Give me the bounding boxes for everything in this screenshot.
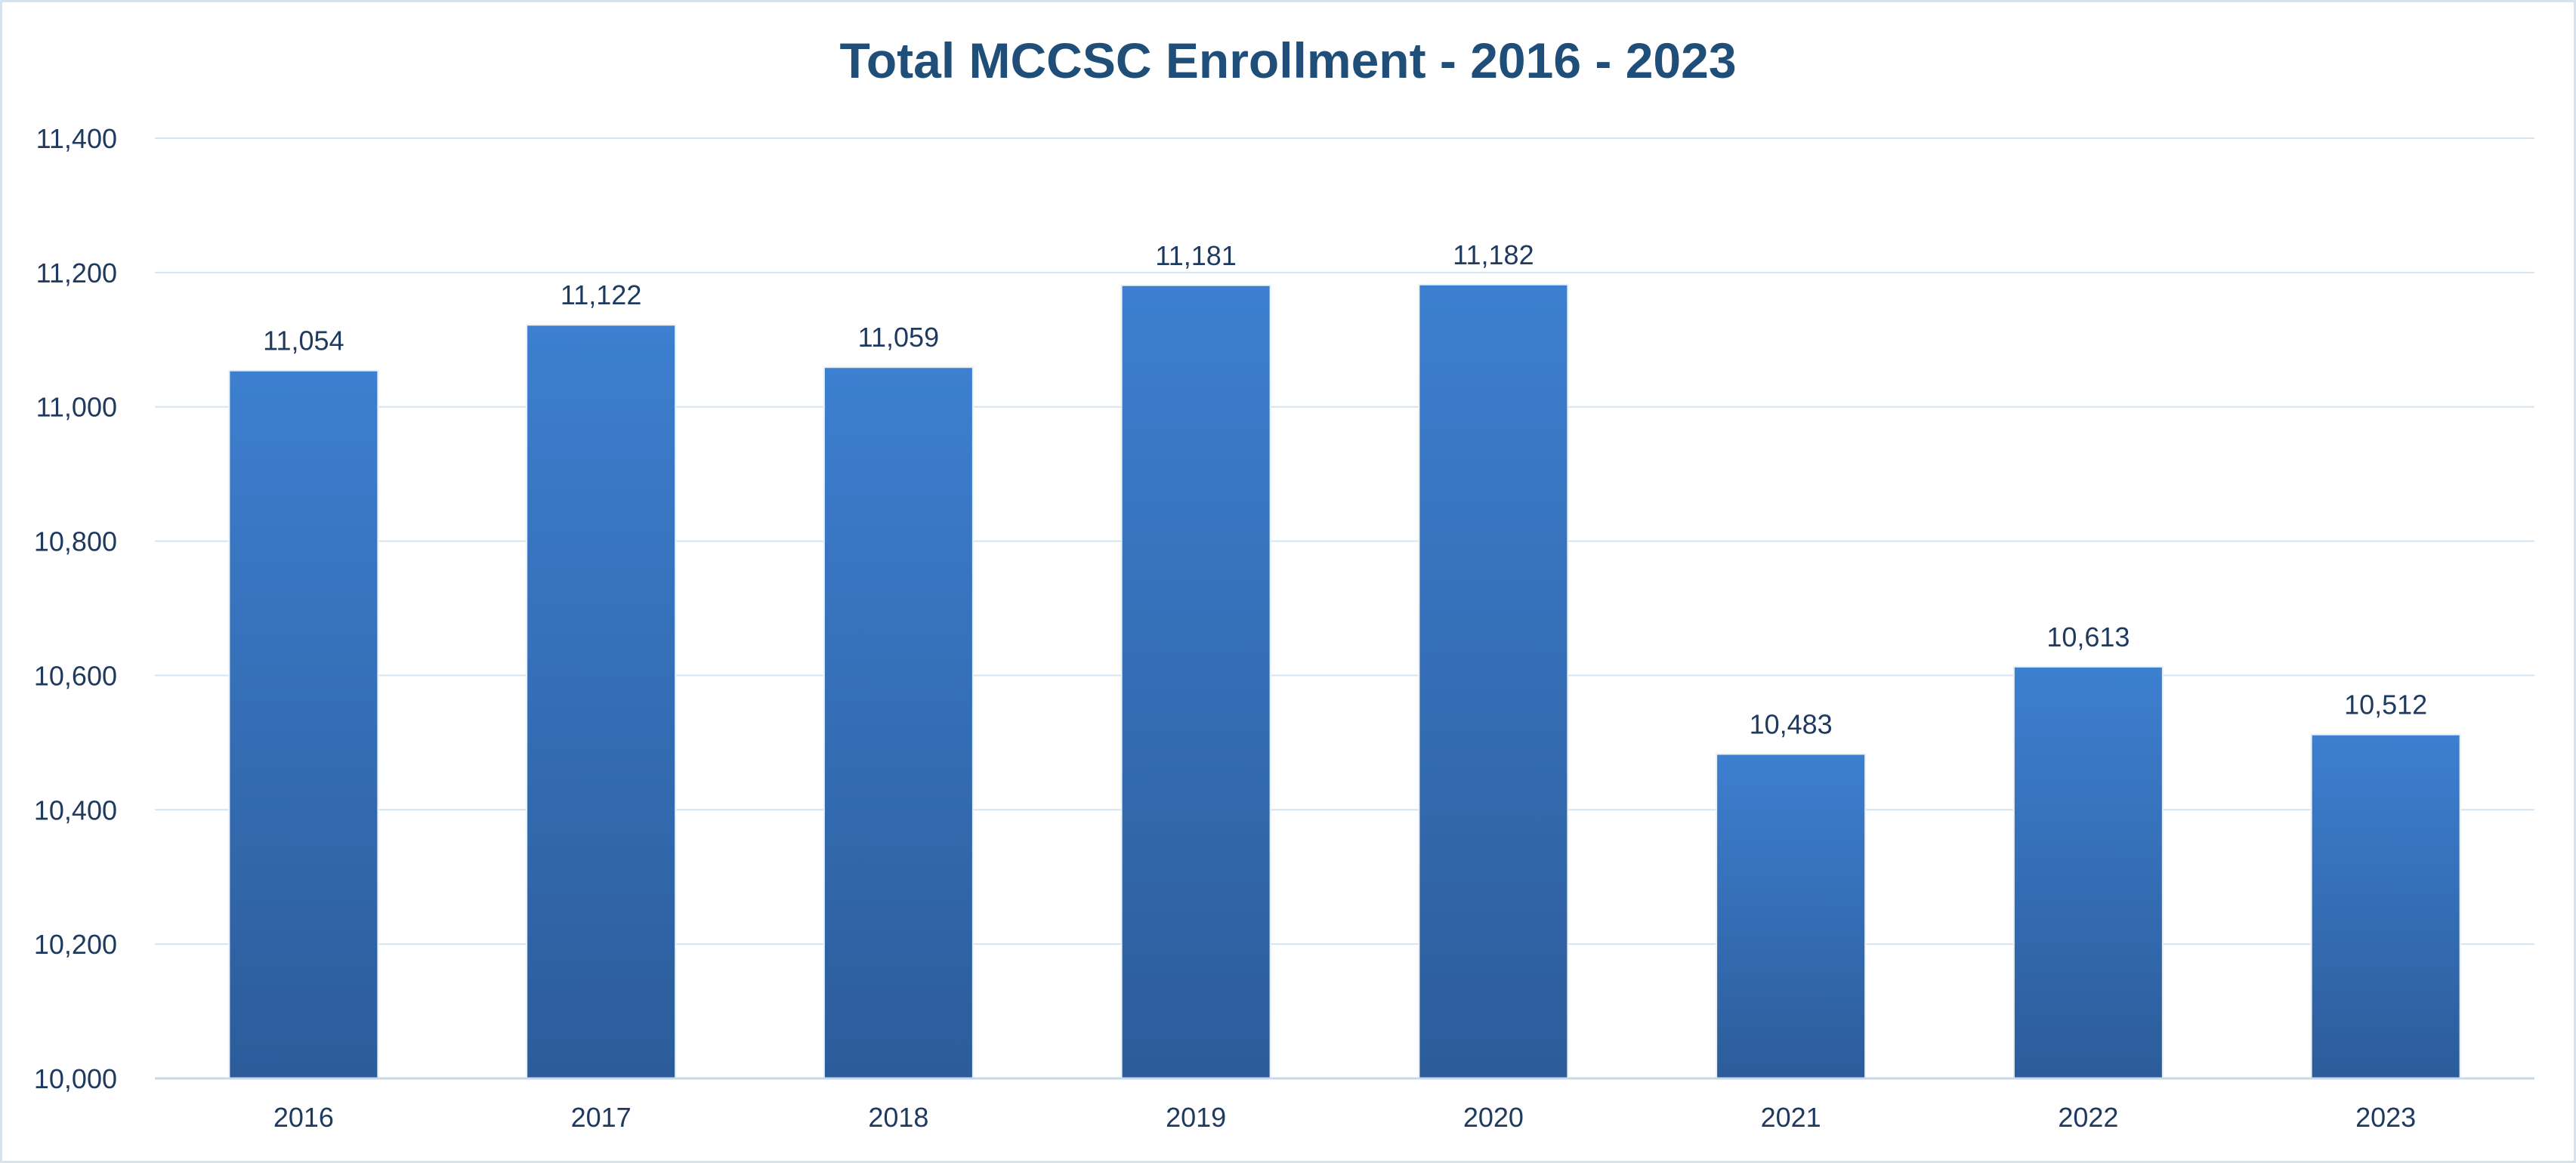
- data-label-2019: 11,181: [1155, 240, 1236, 271]
- y-tick-label: 11,400: [36, 123, 117, 154]
- bar-2022: [2012, 665, 2164, 1079]
- x-tick-label-2016: 2016: [273, 1102, 334, 1133]
- y-tick-label: 10,200: [34, 929, 117, 960]
- x-tick-label-2017: 2017: [571, 1102, 632, 1133]
- x-tick-label-2021: 2021: [1761, 1102, 1821, 1133]
- chart-title: Total MCCSC Enrollment - 2016 - 2023: [839, 32, 1736, 88]
- x-tick-label-2018: 2018: [868, 1102, 928, 1133]
- data-label-2017: 11,122: [561, 279, 641, 310]
- y-tick-label: 11,000: [36, 392, 117, 423]
- y-tick-label: 11,200: [36, 258, 117, 288]
- x-tick-label-2020: 2020: [1463, 1102, 1524, 1133]
- x-tick-label-2023: 2023: [2355, 1102, 2416, 1133]
- x-axis-ticks: 2016 2017 2018 2019 2020 2021 2022 2023: [273, 1102, 2416, 1133]
- bar-2017: [526, 324, 677, 1079]
- bar-2016: [228, 369, 379, 1079]
- gridlines: [155, 137, 2534, 946]
- bar-2020: [1418, 283, 1569, 1080]
- bars: [228, 283, 2461, 1080]
- bar-2018: [823, 366, 974, 1080]
- y-tick-label: 10,000: [34, 1063, 117, 1094]
- y-tick-label: 10,400: [34, 794, 117, 825]
- y-axis-ticks: 10,000 10,200 10,400 10,600 10,800 11,000 11,2…: [34, 123, 117, 1094]
- data-label-2021: 10,483: [1750, 708, 1833, 739]
- data-label-2022: 10,613: [2046, 622, 2130, 652]
- data-label-2020: 11,182: [1453, 239, 1534, 270]
- data-label-2023: 10,512: [2344, 689, 2427, 720]
- data-label-2016: 11,054: [263, 325, 344, 356]
- x-tick-label-2022: 2022: [2058, 1102, 2118, 1133]
- bar-2019: [1120, 284, 1271, 1080]
- bar-2023: [2310, 733, 2461, 1080]
- data-label-2018: 11,059: [858, 322, 939, 353]
- y-tick-label: 10,600: [34, 660, 117, 691]
- bar-2021: [1716, 753, 1867, 1079]
- y-tick-label: 10,800: [34, 526, 117, 557]
- x-tick-label-2019: 2019: [1166, 1102, 1226, 1133]
- data-labels: 11,054 11,122 11,059 11,181 11,182 10,483 10,6…: [263, 239, 2427, 740]
